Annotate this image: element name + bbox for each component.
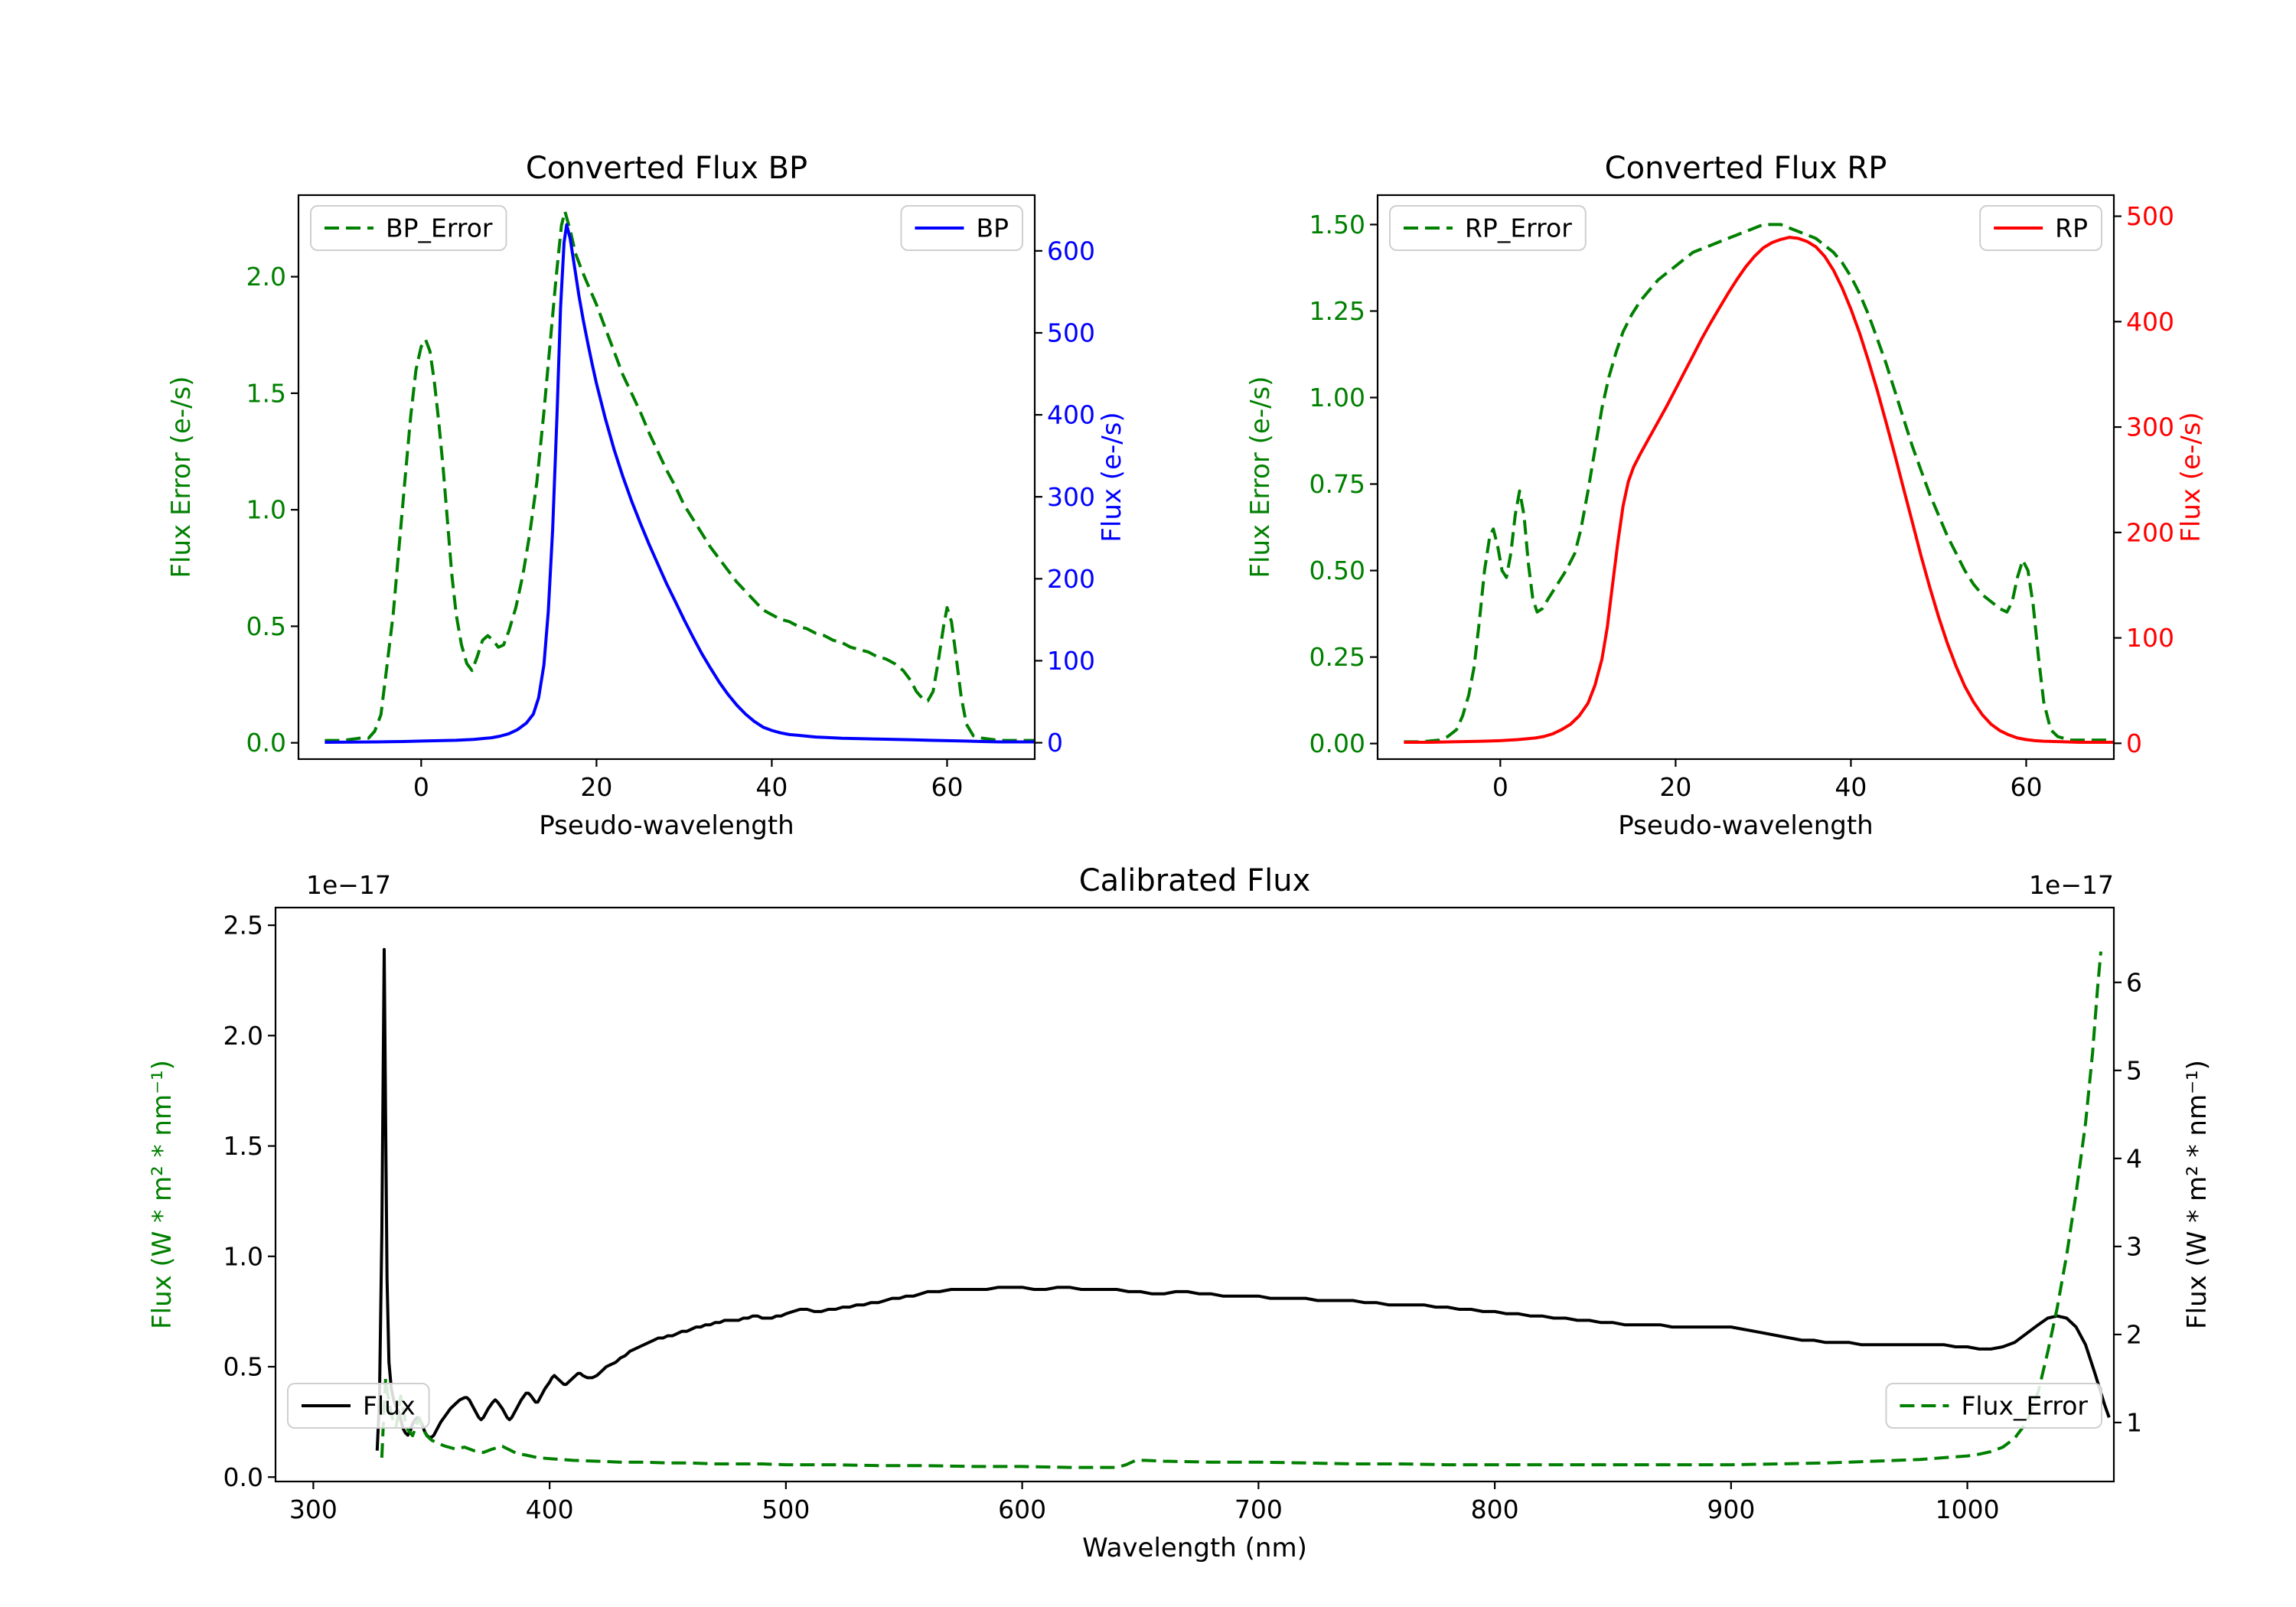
series-line-flux (375, 947, 2111, 1451)
x-tick-label: 1000 (1936, 1495, 2000, 1524)
x-tick-label: 20 (1659, 772, 1691, 802)
legend-label: BP_Error (386, 214, 493, 243)
plot-area (375, 947, 2111, 1469)
series-line-rp_error (1404, 223, 2114, 744)
y-tick-label-left: 2.0 (223, 1021, 263, 1051)
x-tick-label: 500 (762, 1495, 810, 1524)
axes-frame (1376, 194, 2115, 761)
y-tick-label-left: 0.75 (1309, 469, 1365, 499)
y-tick-label-left: 0.0 (246, 728, 286, 758)
y-axis-label-left: Flux Error (e-/s) (166, 376, 197, 578)
y-tick-label-left: 1.50 (1309, 210, 1365, 240)
y-tick-label-left: 2.0 (246, 262, 286, 292)
x-tick-label: 400 (526, 1495, 574, 1524)
legend-bp: BP (900, 205, 1023, 251)
axes-frame (274, 906, 2115, 1483)
chart-title: Converted Flux RP (1605, 151, 1887, 186)
x-tick-label: 900 (1707, 1495, 1755, 1524)
y-tick-label-right: 3 (2126, 1231, 2142, 1261)
y-tick-label-right: 300 (1047, 482, 1095, 512)
chart-title: Converted Flux BP (526, 151, 807, 186)
legend-label: RP_Error (1465, 214, 1572, 243)
x-tick-label: 40 (755, 772, 788, 802)
y-tick-label-left: 1.5 (223, 1131, 263, 1161)
y-tick-label-right: 5 (2126, 1055, 2142, 1085)
legend-box (310, 205, 507, 251)
y-tick-label-right: 600 (1047, 236, 1095, 266)
y-tick-label-left: 0.25 (1309, 642, 1365, 672)
legend-label: Flux_Error (1961, 1391, 2088, 1421)
plot-area (325, 210, 1035, 744)
x-tick-label: 0 (413, 772, 429, 802)
y-tick-label-right: 200 (2126, 517, 2174, 547)
y-tick-label-right: 6 (2126, 967, 2142, 997)
series-line-rp (1404, 236, 2114, 744)
y-tick-label-left: 0.50 (1309, 556, 1365, 585)
x-tick-label: 700 (1234, 1495, 1283, 1524)
y-tick-label-right: 0 (1047, 728, 1063, 758)
y-tick-label-right: 1 (2126, 1407, 2142, 1437)
y-tick-label-right: 4 (2126, 1143, 2142, 1173)
x-tick-label: 300 (289, 1495, 338, 1524)
y-tick-label-left: 1.0 (223, 1241, 263, 1271)
y-tick-label-right: 400 (1047, 400, 1095, 430)
y-tick-label-left: 0.00 (1309, 729, 1365, 758)
y-axis-label-left: Flux (W * m² * nm⁻¹) (147, 1060, 178, 1329)
x-tick-label: 20 (580, 772, 612, 802)
x-axis-label: Pseudo-wavelength (539, 810, 794, 841)
legend-flux: Flux (287, 1383, 430, 1429)
y-tick-label-left: 0.5 (246, 611, 286, 641)
legend-label: RP (2055, 214, 2088, 243)
legend-rp: RP (1979, 205, 2102, 251)
series-line-bp_error (325, 210, 1035, 742)
axis-offset-right: 1e−17 (2029, 870, 2114, 900)
legend-label: BP (976, 214, 1009, 243)
y-tick-label-left: 0.0 (223, 1462, 263, 1492)
y-tick-label-right: 100 (1047, 646, 1095, 676)
series-line-bp (325, 223, 1035, 744)
legend-rp_error: RP_Error (1389, 205, 1587, 251)
x-tick-label: 800 (1471, 1495, 1519, 1524)
y-tick-label-right: 100 (2126, 623, 2174, 653)
axis-offset-left: 1e−17 (306, 870, 391, 900)
x-tick-label: 60 (931, 772, 963, 802)
y-axis-label-right: Flux (W * m² * nm⁻¹) (2182, 1060, 2213, 1329)
legend-box (1885, 1383, 2102, 1429)
legend-flux_error: Flux_Error (1885, 1383, 2102, 1429)
x-axis-label: Pseudo-wavelength (1618, 810, 1873, 841)
legend-label: Flux (363, 1391, 416, 1421)
y-tick-label-left: 0.5 (223, 1352, 263, 1382)
legend-bp_error: BP_Error (310, 205, 507, 251)
y-tick-label-left: 1.0 (246, 495, 286, 525)
y-tick-label-right: 300 (2126, 412, 2174, 442)
x-tick-label: 600 (998, 1495, 1046, 1524)
x-tick-label: 60 (2010, 772, 2042, 802)
y-axis-label-right: Flux (e-/s) (2176, 412, 2206, 542)
plot-area (1404, 223, 2114, 744)
chart-title: Calibrated Flux (1079, 863, 1311, 898)
y-axis-label-left: Flux Error (e-/s) (1245, 376, 1276, 578)
x-axis-label: Wavelength (nm) (1082, 1533, 1307, 1563)
x-tick-label: 0 (1492, 772, 1508, 802)
y-tick-label-right: 200 (1047, 564, 1095, 594)
x-tick-label: 40 (1835, 772, 1867, 802)
y-tick-label-right: 500 (2126, 201, 2174, 231)
legend-box (1389, 205, 1587, 251)
series-line-flux_error (380, 951, 2102, 1469)
y-tick-label-left: 1.5 (246, 378, 286, 408)
y-tick-label-left: 1.25 (1309, 296, 1365, 326)
y-tick-label-right: 0 (2126, 729, 2142, 758)
y-axis-label-right: Flux (e-/s) (1097, 412, 1127, 542)
axes-frame (297, 194, 1036, 761)
y-tick-label-left: 2.5 (223, 911, 263, 940)
y-tick-label-right: 400 (2126, 307, 2174, 337)
y-tick-label-right: 2 (2126, 1319, 2142, 1349)
y-tick-label-right: 500 (1047, 318, 1095, 348)
legend-box (287, 1383, 430, 1429)
y-tick-label-left: 1.00 (1309, 383, 1365, 412)
